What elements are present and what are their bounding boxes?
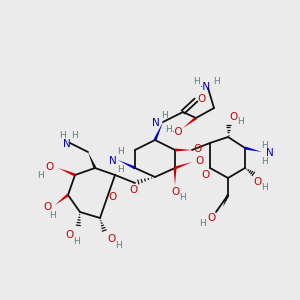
Text: H: H <box>117 164 123 173</box>
Text: H: H <box>178 193 185 202</box>
Text: H: H <box>58 131 65 140</box>
Text: O: O <box>253 177 261 187</box>
Polygon shape <box>58 168 76 176</box>
Text: H: H <box>162 112 168 121</box>
Text: O: O <box>46 162 54 172</box>
Text: H: H <box>262 157 268 166</box>
Text: H: H <box>261 184 267 193</box>
Polygon shape <box>173 168 176 185</box>
Text: N: N <box>109 156 117 166</box>
Text: O: O <box>108 234 116 244</box>
Text: O: O <box>195 156 203 166</box>
Text: O: O <box>193 144 201 154</box>
Text: O: O <box>43 202 51 212</box>
Text: H: H <box>38 170 44 179</box>
Text: O: O <box>172 187 180 197</box>
Text: O: O <box>207 213 215 223</box>
Polygon shape <box>183 117 197 128</box>
Text: O: O <box>108 191 117 202</box>
Text: H: H <box>262 140 268 149</box>
Text: H: H <box>238 116 244 125</box>
Text: H: H <box>73 238 80 247</box>
Polygon shape <box>154 122 163 141</box>
Text: H: H <box>49 211 56 220</box>
Polygon shape <box>118 160 136 169</box>
Text: N: N <box>152 118 160 128</box>
Text: H: H <box>213 76 219 85</box>
Polygon shape <box>245 146 262 152</box>
Text: O: O <box>66 230 74 240</box>
Text: H: H <box>200 220 206 229</box>
Polygon shape <box>223 194 230 207</box>
Text: N: N <box>63 139 71 149</box>
Text: ·O: ·O <box>172 127 184 137</box>
Polygon shape <box>175 148 192 152</box>
Text: H: H <box>193 76 200 85</box>
Polygon shape <box>88 152 96 169</box>
Text: ·N: ·N <box>200 82 211 92</box>
Text: O: O <box>129 185 137 195</box>
Polygon shape <box>55 194 69 205</box>
Text: N: N <box>266 148 274 158</box>
Text: H: H <box>72 131 78 140</box>
Text: H: H <box>117 148 123 157</box>
Text: H: H <box>166 125 172 134</box>
Polygon shape <box>175 162 192 169</box>
Text: O: O <box>230 112 238 122</box>
Text: O: O <box>197 94 205 104</box>
Text: H: H <box>115 242 122 250</box>
Text: O: O <box>202 170 210 180</box>
